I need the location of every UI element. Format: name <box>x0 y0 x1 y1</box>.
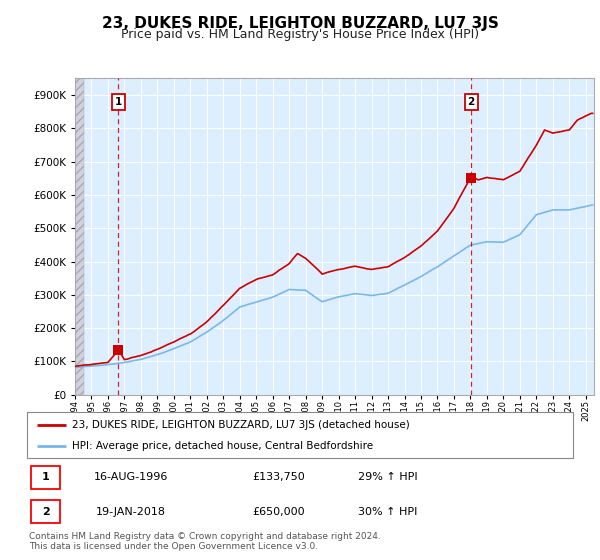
Text: 29% ↑ HPI: 29% ↑ HPI <box>358 472 417 482</box>
Text: 2: 2 <box>41 507 49 517</box>
Text: 23, DUKES RIDE, LEIGHTON BUZZARD, LU7 3JS (detached house): 23, DUKES RIDE, LEIGHTON BUZZARD, LU7 3J… <box>72 419 410 430</box>
Text: 1: 1 <box>115 97 122 107</box>
Text: 1: 1 <box>41 472 49 482</box>
Bar <box>75 78 84 395</box>
FancyBboxPatch shape <box>31 466 60 488</box>
Text: Price paid vs. HM Land Registry's House Price Index (HPI): Price paid vs. HM Land Registry's House … <box>121 28 479 41</box>
Text: 16-AUG-1996: 16-AUG-1996 <box>94 472 168 482</box>
Text: £133,750: £133,750 <box>252 472 305 482</box>
Text: 30% ↑ HPI: 30% ↑ HPI <box>358 507 417 517</box>
Text: £650,000: £650,000 <box>252 507 304 517</box>
Text: 2: 2 <box>467 97 475 107</box>
FancyBboxPatch shape <box>31 501 60 523</box>
Text: 23, DUKES RIDE, LEIGHTON BUZZARD, LU7 3JS: 23, DUKES RIDE, LEIGHTON BUZZARD, LU7 3J… <box>101 16 499 31</box>
FancyBboxPatch shape <box>27 412 573 458</box>
Text: 19-JAN-2018: 19-JAN-2018 <box>96 507 166 517</box>
Text: Contains HM Land Registry data © Crown copyright and database right 2024.
This d: Contains HM Land Registry data © Crown c… <box>29 532 380 552</box>
Text: HPI: Average price, detached house, Central Bedfordshire: HPI: Average price, detached house, Cent… <box>72 441 373 451</box>
